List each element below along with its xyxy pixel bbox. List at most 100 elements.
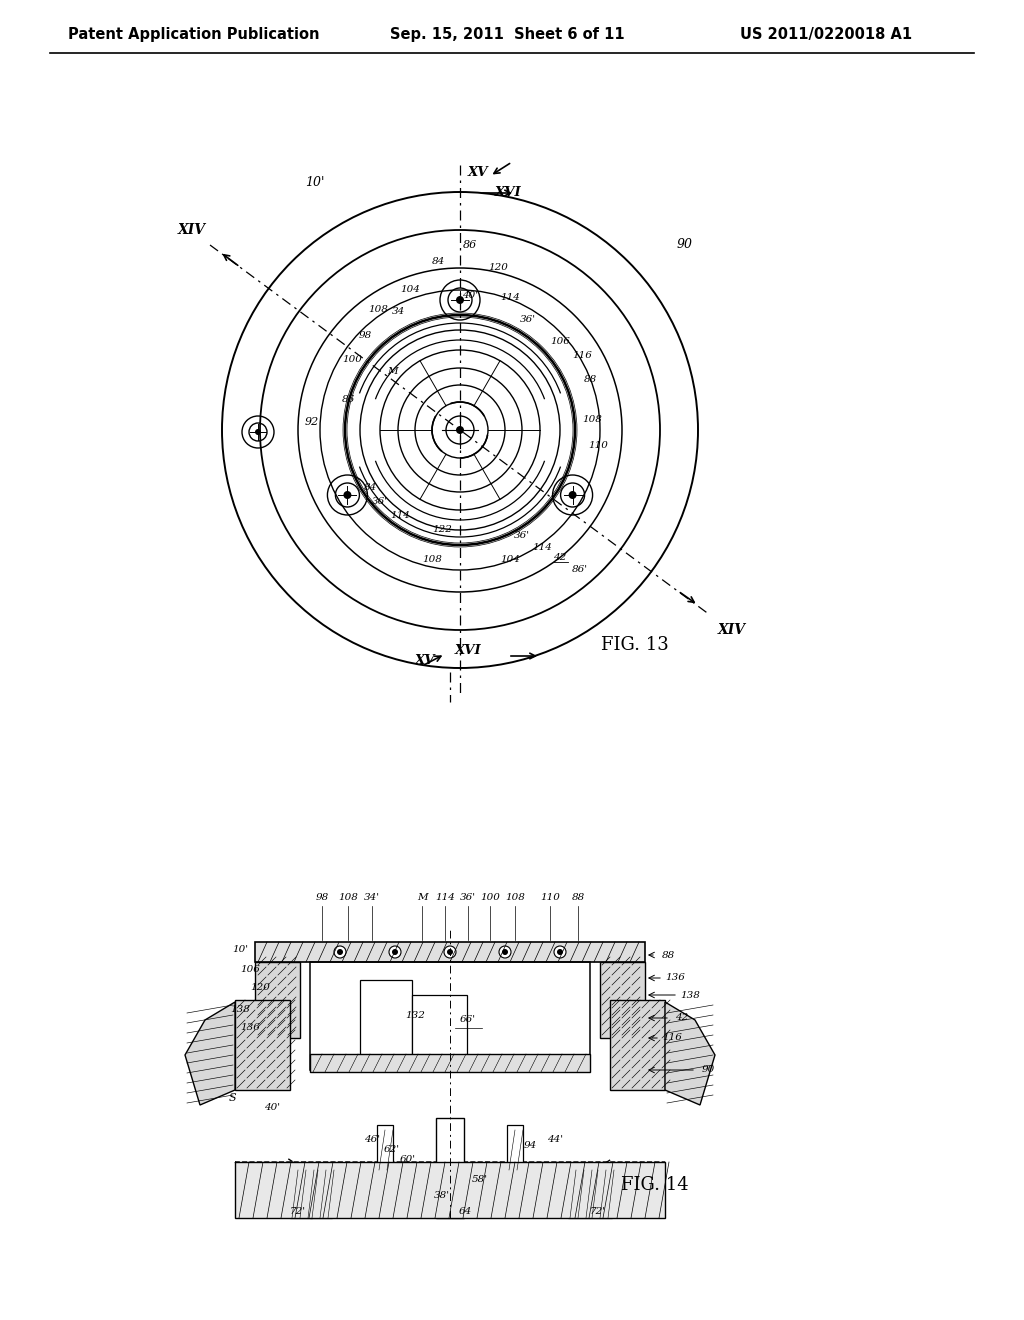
Text: 116: 116 — [663, 1034, 682, 1043]
Text: 10': 10' — [305, 176, 325, 189]
Circle shape — [499, 946, 511, 958]
Text: 98: 98 — [358, 330, 372, 339]
Text: 60': 60' — [400, 1155, 416, 1164]
Text: 86: 86 — [341, 396, 354, 404]
Text: 44': 44' — [547, 1135, 563, 1144]
Circle shape — [456, 296, 464, 304]
Text: 120: 120 — [250, 983, 270, 993]
Text: 42: 42 — [553, 553, 566, 562]
Text: 36': 36' — [514, 531, 530, 540]
Text: 36': 36' — [460, 894, 476, 903]
Text: 84: 84 — [364, 483, 377, 492]
Text: XVI: XVI — [455, 644, 481, 656]
Text: FIG. 14: FIG. 14 — [622, 1176, 689, 1195]
Text: M: M — [417, 894, 427, 903]
Text: 64: 64 — [459, 1208, 472, 1217]
Text: 40': 40' — [462, 290, 478, 300]
Text: 108: 108 — [422, 556, 442, 565]
Text: 138: 138 — [230, 1006, 250, 1015]
Text: 114: 114 — [532, 544, 552, 553]
Text: 86': 86' — [572, 565, 588, 574]
Text: 66': 66' — [460, 1015, 476, 1024]
Circle shape — [568, 491, 577, 499]
Text: 108: 108 — [505, 894, 525, 903]
Text: Sep. 15, 2011  Sheet 6 of 11: Sep. 15, 2011 Sheet 6 of 11 — [390, 26, 625, 41]
Circle shape — [444, 946, 456, 958]
Text: M: M — [387, 367, 397, 376]
Bar — [310, 1168, 332, 1218]
Polygon shape — [665, 1002, 715, 1105]
Text: 42: 42 — [676, 1014, 688, 1023]
Text: 132: 132 — [406, 1011, 425, 1019]
Text: 108: 108 — [338, 894, 358, 903]
Bar — [234, 1162, 665, 1218]
Text: XV: XV — [415, 653, 435, 667]
Text: 34: 34 — [391, 308, 404, 317]
Text: 122: 122 — [432, 525, 452, 535]
Text: 136: 136 — [665, 974, 685, 982]
Text: 88: 88 — [584, 375, 597, 384]
Text: 138: 138 — [680, 990, 700, 999]
Bar — [290, 1168, 312, 1218]
Text: 100: 100 — [342, 355, 361, 364]
Text: 106: 106 — [550, 338, 570, 346]
Bar — [255, 942, 645, 962]
Text: US 2011/0220018 A1: US 2011/0220018 A1 — [740, 26, 912, 41]
Circle shape — [389, 946, 401, 958]
Text: 100: 100 — [480, 894, 500, 903]
Text: 36': 36' — [520, 315, 536, 325]
Text: 108: 108 — [368, 305, 388, 314]
Circle shape — [502, 949, 508, 954]
Bar — [377, 1125, 393, 1170]
Text: 10': 10' — [232, 945, 248, 954]
Text: 72': 72' — [590, 1208, 606, 1217]
Text: 62': 62' — [384, 1146, 400, 1155]
Polygon shape — [185, 1002, 234, 1105]
Text: 90: 90 — [677, 239, 693, 252]
Text: FIG. 13: FIG. 13 — [601, 636, 669, 653]
Bar — [610, 1001, 665, 1090]
Bar — [600, 962, 645, 1038]
Text: 110: 110 — [540, 894, 560, 903]
Circle shape — [456, 426, 464, 434]
Circle shape — [334, 946, 346, 958]
Text: XV: XV — [468, 165, 488, 178]
Text: 116: 116 — [572, 351, 592, 359]
Circle shape — [557, 949, 563, 954]
Bar — [360, 979, 412, 1055]
Bar — [590, 1168, 612, 1218]
Text: 104: 104 — [500, 556, 520, 565]
Bar — [412, 995, 467, 1055]
Text: XVI: XVI — [495, 186, 522, 198]
Text: 34': 34' — [364, 894, 380, 903]
Text: 94: 94 — [523, 1140, 537, 1150]
Text: 36': 36' — [372, 498, 388, 507]
Text: S: S — [228, 1093, 236, 1104]
Text: 104: 104 — [400, 285, 420, 294]
Text: 40': 40' — [264, 1104, 280, 1113]
Text: 90: 90 — [701, 1065, 715, 1074]
Text: 88: 88 — [662, 950, 675, 960]
Text: 58': 58' — [472, 1176, 488, 1184]
Circle shape — [554, 946, 566, 958]
Text: 136: 136 — [240, 1023, 260, 1032]
Text: XIV: XIV — [178, 223, 206, 238]
Text: 110: 110 — [588, 441, 608, 450]
Bar — [436, 1118, 464, 1218]
Circle shape — [392, 949, 398, 954]
Circle shape — [255, 429, 261, 436]
Text: 38': 38' — [434, 1191, 451, 1200]
Bar — [310, 1053, 590, 1072]
Bar — [234, 1001, 290, 1090]
Text: XIV: XIV — [718, 623, 746, 638]
Text: 108: 108 — [582, 416, 602, 425]
Circle shape — [337, 949, 343, 954]
Text: 92: 92 — [305, 417, 319, 426]
Text: 84: 84 — [431, 257, 444, 267]
Bar — [507, 1125, 523, 1170]
Circle shape — [343, 491, 351, 499]
Text: 114: 114 — [390, 511, 410, 520]
Text: Patent Application Publication: Patent Application Publication — [68, 26, 319, 41]
Bar — [568, 1168, 590, 1218]
Text: 72': 72' — [290, 1208, 306, 1217]
